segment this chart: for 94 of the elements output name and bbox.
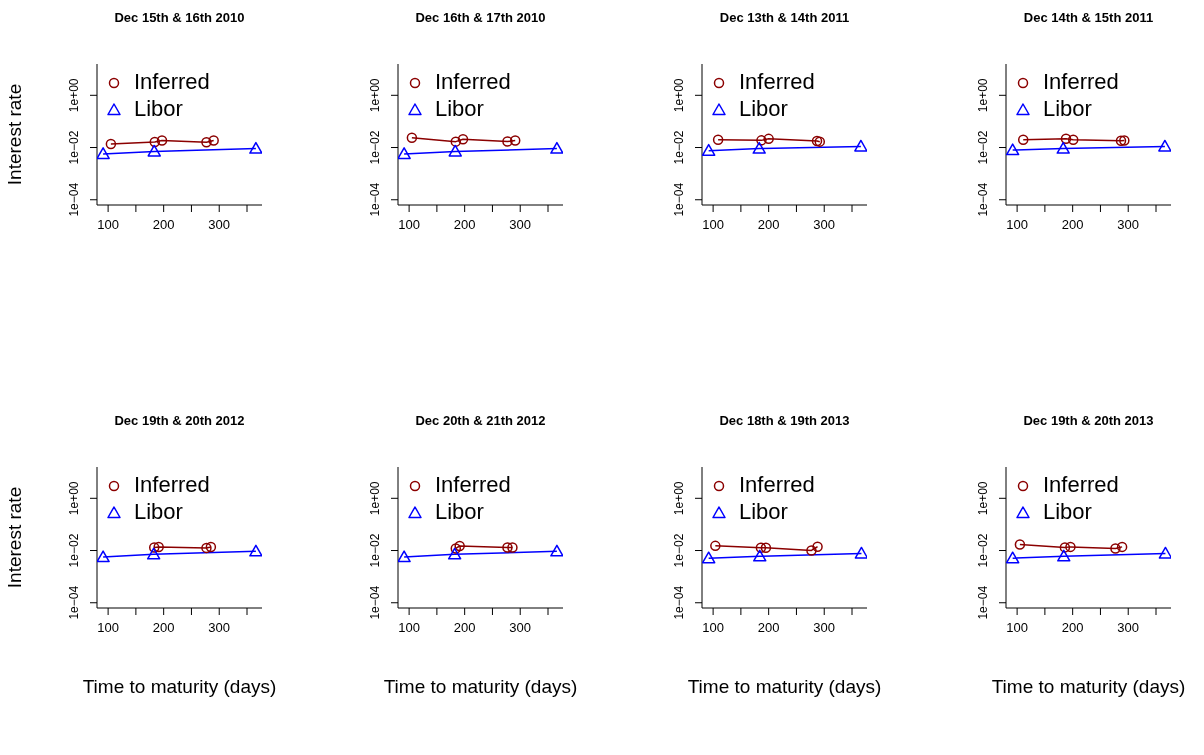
y-tick-label: 1e−04 (672, 182, 686, 217)
point (502, 136, 513, 147)
y-tick-label: 1e−02 (67, 533, 81, 568)
y-tick-label: 1e+00 (67, 481, 81, 516)
legend-label: Libor (435, 498, 484, 525)
y-tick-label: 1e−04 (67, 585, 81, 620)
y-tick-label: 1e+00 (976, 481, 990, 516)
chart-title: Dec 15th & 16th 2010 (113, 10, 246, 25)
point (201, 136, 212, 148)
y-tick-label: 1e−04 (67, 182, 81, 217)
x-tick-label: 200 (1061, 620, 1084, 636)
x-tick-label: 100 (398, 217, 420, 233)
legend-label: Inferred (739, 68, 815, 95)
x-tick-label: 200 (152, 217, 175, 233)
legend-label: Inferred (435, 68, 511, 95)
legend-label: Libor (739, 95, 788, 122)
chart-title: Dec 16th & 17th 2010 (414, 10, 547, 25)
legend-label: Inferred (1043, 471, 1119, 498)
y-tick-label: 1e−02 (672, 533, 686, 568)
y-tick-label: 1e−04 (976, 585, 990, 620)
x-tick-label: 100 (97, 217, 119, 233)
point (149, 136, 161, 148)
x-tick-label: 300 (1117, 620, 1140, 636)
y-tick-label: 1e+00 (672, 78, 686, 113)
y-tick-label: 1e−04 (368, 585, 382, 620)
point (147, 144, 161, 157)
point (208, 135, 219, 146)
x-axis-title: Time to maturity (days) (991, 676, 1186, 697)
y-tick-label: 1e−04 (368, 182, 382, 217)
x-tick-label: 100 (702, 620, 724, 636)
x-tick-label: 300 (208, 620, 231, 636)
legend-label: Inferred (134, 471, 210, 498)
chart-title: Dec 18th & 19th 2013 (718, 413, 851, 428)
x-axis-title: Time to maturity (days) (687, 676, 882, 697)
point (448, 144, 462, 157)
x-tick-label: 100 (1006, 217, 1028, 233)
x-tick-label: 300 (813, 217, 836, 233)
x-tick-label: 100 (398, 620, 420, 636)
y-tick-label: 1e−02 (368, 533, 382, 568)
chart-title: Dec 20th & 21th 2012 (414, 413, 547, 428)
y-tick-label: 1e−02 (67, 130, 81, 165)
x-tick-label: 300 (509, 620, 532, 636)
x-axis-title: Time to maturity (days) (82, 676, 277, 697)
legend-label: Inferred (134, 68, 210, 95)
y-tick-label: 1e−02 (976, 533, 990, 568)
legend-label: Libor (1043, 95, 1092, 122)
y-tick-label: 1e+00 (976, 78, 990, 113)
y-tick-label: 1e−04 (672, 585, 686, 620)
point (97, 147, 110, 160)
legend-label: Libor (435, 95, 484, 122)
x-tick-label: 100 (1006, 620, 1028, 636)
point (550, 141, 563, 154)
x-tick-label: 100 (702, 217, 724, 233)
legend-label: Inferred (1043, 68, 1119, 95)
legend-label: Inferred (739, 471, 815, 498)
y-tick-label: 1e+00 (672, 481, 686, 516)
point (457, 133, 469, 145)
y-tick-label: 1e+00 (368, 481, 382, 516)
chart-title: Dec 19th & 20th 2012 (113, 413, 246, 428)
point (105, 138, 117, 150)
x-tick-label: 300 (208, 217, 231, 233)
y-tick-label: 1e−02 (368, 130, 382, 165)
x-tick-label: 300 (509, 217, 532, 233)
chart-title: Dec 13th & 14th 2011 (718, 10, 851, 25)
x-tick-label: 200 (152, 620, 175, 636)
x-tick-label: 200 (757, 620, 780, 636)
y-axis-title: Interest rate (3, 486, 25, 589)
x-tick-label: 200 (453, 217, 476, 233)
point (156, 135, 168, 146)
point (406, 132, 418, 143)
y-tick-label: 1e−04 (976, 182, 990, 217)
y-tick-label: 1e+00 (67, 78, 81, 113)
x-tick-label: 300 (1117, 217, 1140, 233)
legend-label: Inferred (435, 471, 511, 498)
y-tick-label: 1e−02 (976, 130, 990, 165)
point (249, 141, 262, 154)
x-axis-title: Time to maturity (days) (383, 676, 578, 697)
y-tick-label: 1e−02 (672, 130, 686, 165)
legend-label: Libor (739, 498, 788, 525)
point (398, 147, 411, 160)
x-tick-label: 100 (97, 620, 119, 636)
point (450, 136, 462, 147)
y-axis-title: Interest rate (3, 83, 25, 186)
x-tick-label: 200 (453, 620, 476, 636)
point (509, 135, 521, 146)
x-tick-label: 200 (1061, 217, 1084, 233)
chart-title: Dec 14th & 15th 2011 (1022, 10, 1155, 25)
y-tick-label: 1e+00 (368, 78, 382, 113)
legend-label: Libor (134, 95, 183, 122)
chart-title: Dec 19th & 20th 2013 (1022, 413, 1155, 428)
x-tick-label: 200 (757, 217, 780, 233)
legend-label: Libor (134, 498, 183, 525)
legend-label: Libor (1043, 498, 1092, 525)
x-tick-label: 300 (813, 620, 836, 636)
